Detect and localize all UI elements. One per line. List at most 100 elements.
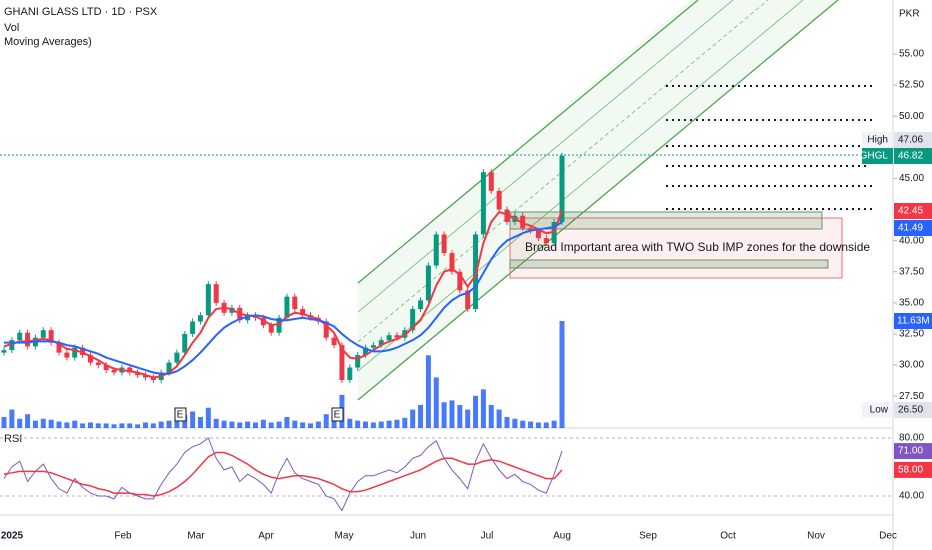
candle	[205, 284, 211, 316]
volume-bar	[370, 422, 376, 428]
candle	[504, 209, 510, 222]
volume-bar	[221, 420, 227, 428]
volume-bar	[48, 419, 54, 428]
volume-bar	[252, 422, 258, 428]
volume-bar	[480, 389, 486, 428]
volume-bar	[520, 420, 526, 428]
candle	[528, 228, 534, 231]
volume-bar	[197, 416, 203, 428]
candle	[433, 234, 439, 266]
volume-bar	[543, 422, 549, 428]
channel-line	[357, 0, 804, 372]
candle	[276, 317, 282, 333]
volume-bar	[394, 419, 400, 428]
volume-bar	[174, 418, 180, 428]
volume-bar	[488, 404, 494, 428]
volume-bar	[17, 418, 23, 428]
candle	[347, 367, 353, 380]
x-tick-label: May	[335, 531, 354, 542]
ma-line	[3, 437, 563, 512]
candle	[355, 355, 361, 368]
symbol-title: GHANI GLASS LTD · 1D · PSX	[4, 6, 158, 18]
volume-bar	[190, 411, 196, 428]
price-tag-label: 42.45	[898, 206, 923, 217]
volume-bar	[292, 420, 298, 428]
tag-name: Low	[870, 405, 889, 416]
volume-bar	[119, 423, 125, 428]
ma-line	[3, 451, 563, 497]
annotation: Broad Important area with TWO Sub IMP zo…	[525, 240, 870, 254]
candle	[174, 352, 180, 363]
event-label: E	[177, 410, 184, 421]
volume-bar	[449, 400, 455, 428]
volume-bar	[323, 414, 329, 428]
candle	[213, 284, 219, 303]
candle	[535, 230, 541, 239]
event-marker	[331, 407, 344, 422]
candle	[323, 321, 329, 338]
candle	[496, 190, 502, 210]
y-tick-label: 52.50	[899, 80, 924, 91]
x-tick-label: Apr	[258, 531, 274, 542]
candle	[339, 345, 345, 380]
candle	[260, 317, 266, 326]
volume-bar	[9, 409, 15, 428]
channel-line	[357, 0, 699, 284]
y-tick-label: 50.00	[899, 111, 924, 122]
volume-bar	[496, 409, 502, 428]
y-tick-label: 27.50	[899, 391, 924, 402]
volume-bar	[166, 420, 172, 428]
candle	[197, 315, 203, 322]
volume-bar	[229, 421, 235, 428]
volume-bar	[1, 416, 7, 428]
rsi-tick-label: 80.00	[899, 433, 924, 444]
volume-bar	[410, 409, 416, 428]
price-tag-label: 47.06	[898, 135, 923, 146]
volume-bar	[245, 421, 251, 428]
volume-bar	[355, 420, 361, 428]
x-tick-label: Sep	[639, 531, 657, 542]
volume-bar	[127, 423, 133, 428]
ma-line	[4, 221, 563, 375]
volume-bar	[158, 421, 164, 428]
candle	[488, 172, 494, 191]
candle	[80, 347, 86, 356]
y-tick-label: 55.00	[899, 49, 924, 60]
rsi-tag-label: 58.00	[898, 465, 923, 476]
event-marker	[174, 407, 187, 422]
x-tick-label: 2025	[1, 531, 24, 542]
candle	[268, 325, 274, 333]
volume-bar	[72, 420, 78, 428]
volume-bar	[64, 422, 70, 428]
candle	[331, 337, 337, 346]
volume-bar	[260, 419, 266, 428]
volume-bar	[465, 409, 471, 428]
volume-bar	[433, 377, 439, 428]
candle	[363, 347, 369, 356]
candle	[48, 330, 54, 343]
candle	[465, 290, 471, 310]
price-tag-label: 41.49	[898, 223, 923, 234]
x-tick-label: Oct	[720, 531, 736, 542]
volume-bar	[363, 421, 369, 428]
x-tick-label: Feb	[114, 531, 132, 542]
volume-bar	[425, 355, 431, 428]
candle	[386, 335, 392, 341]
y-tick-label: 32.50	[899, 329, 924, 340]
volume-bar	[315, 421, 321, 428]
candle	[182, 333, 188, 353]
candle	[245, 315, 251, 321]
candle	[17, 332, 23, 341]
candle	[56, 342, 62, 353]
candle	[520, 215, 526, 229]
candle	[64, 352, 70, 358]
volume-bar	[87, 422, 93, 428]
candle	[40, 330, 46, 338]
candle	[559, 155, 565, 222]
candle	[284, 296, 290, 318]
sub-zone	[509, 211, 823, 230]
y-tick-label: 40.00	[899, 235, 924, 246]
candle	[394, 335, 400, 338]
candle	[1, 350, 7, 353]
volume-bar	[103, 423, 109, 428]
